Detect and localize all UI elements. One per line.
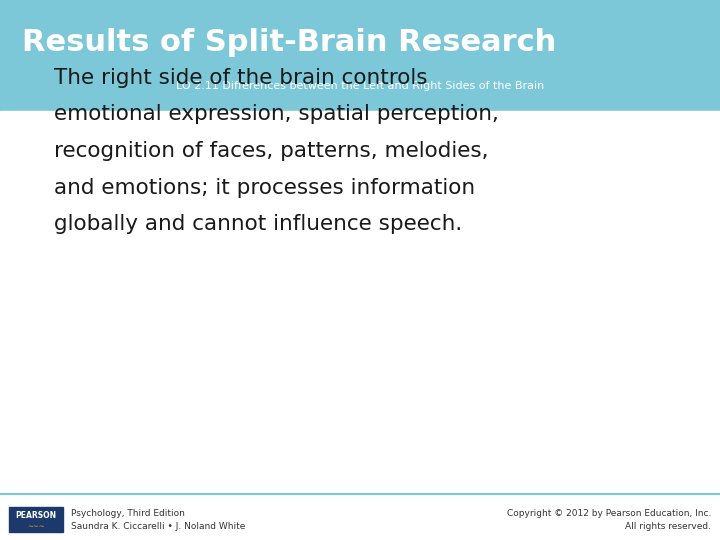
Text: and emotions; it processes information: and emotions; it processes information	[54, 178, 475, 198]
Text: Copyright © 2012 by Pearson Education, Inc.: Copyright © 2012 by Pearson Education, I…	[507, 509, 711, 517]
Text: All rights reserved.: All rights reserved.	[626, 522, 711, 531]
Text: •: •	[19, 68, 32, 87]
Bar	[9, 507, 63, 532]
Text: Psychology, Third Edition: Psychology, Third Edition	[71, 509, 185, 517]
Text: recognition of faces, patterns, melodies,: recognition of faces, patterns, melodies…	[54, 141, 488, 161]
Text: globally and cannot influence speech.: globally and cannot influence speech.	[54, 214, 462, 234]
Text: LO 2.11 Differences between the Left and Right Sides of the Brain: LO 2.11 Differences between the Left and…	[176, 82, 544, 91]
Text: PEARSON: PEARSON	[15, 511, 56, 520]
Bar	[0, 494, 720, 540]
Text: The right side of the brain controls: The right side of the brain controls	[54, 68, 428, 87]
Text: emotional expression, spatial perception,: emotional expression, spatial perception…	[54, 104, 499, 124]
Text: Saundra K. Ciccarelli • J. Noland White: Saundra K. Ciccarelli • J. Noland White	[71, 522, 246, 531]
Text: ∼∼∼: ∼∼∼	[27, 523, 45, 529]
Text: Results of Split-Brain Research: Results of Split-Brain Research	[22, 28, 556, 57]
Bar	[0, 111, 720, 494]
Bar	[0, 0, 720, 111]
